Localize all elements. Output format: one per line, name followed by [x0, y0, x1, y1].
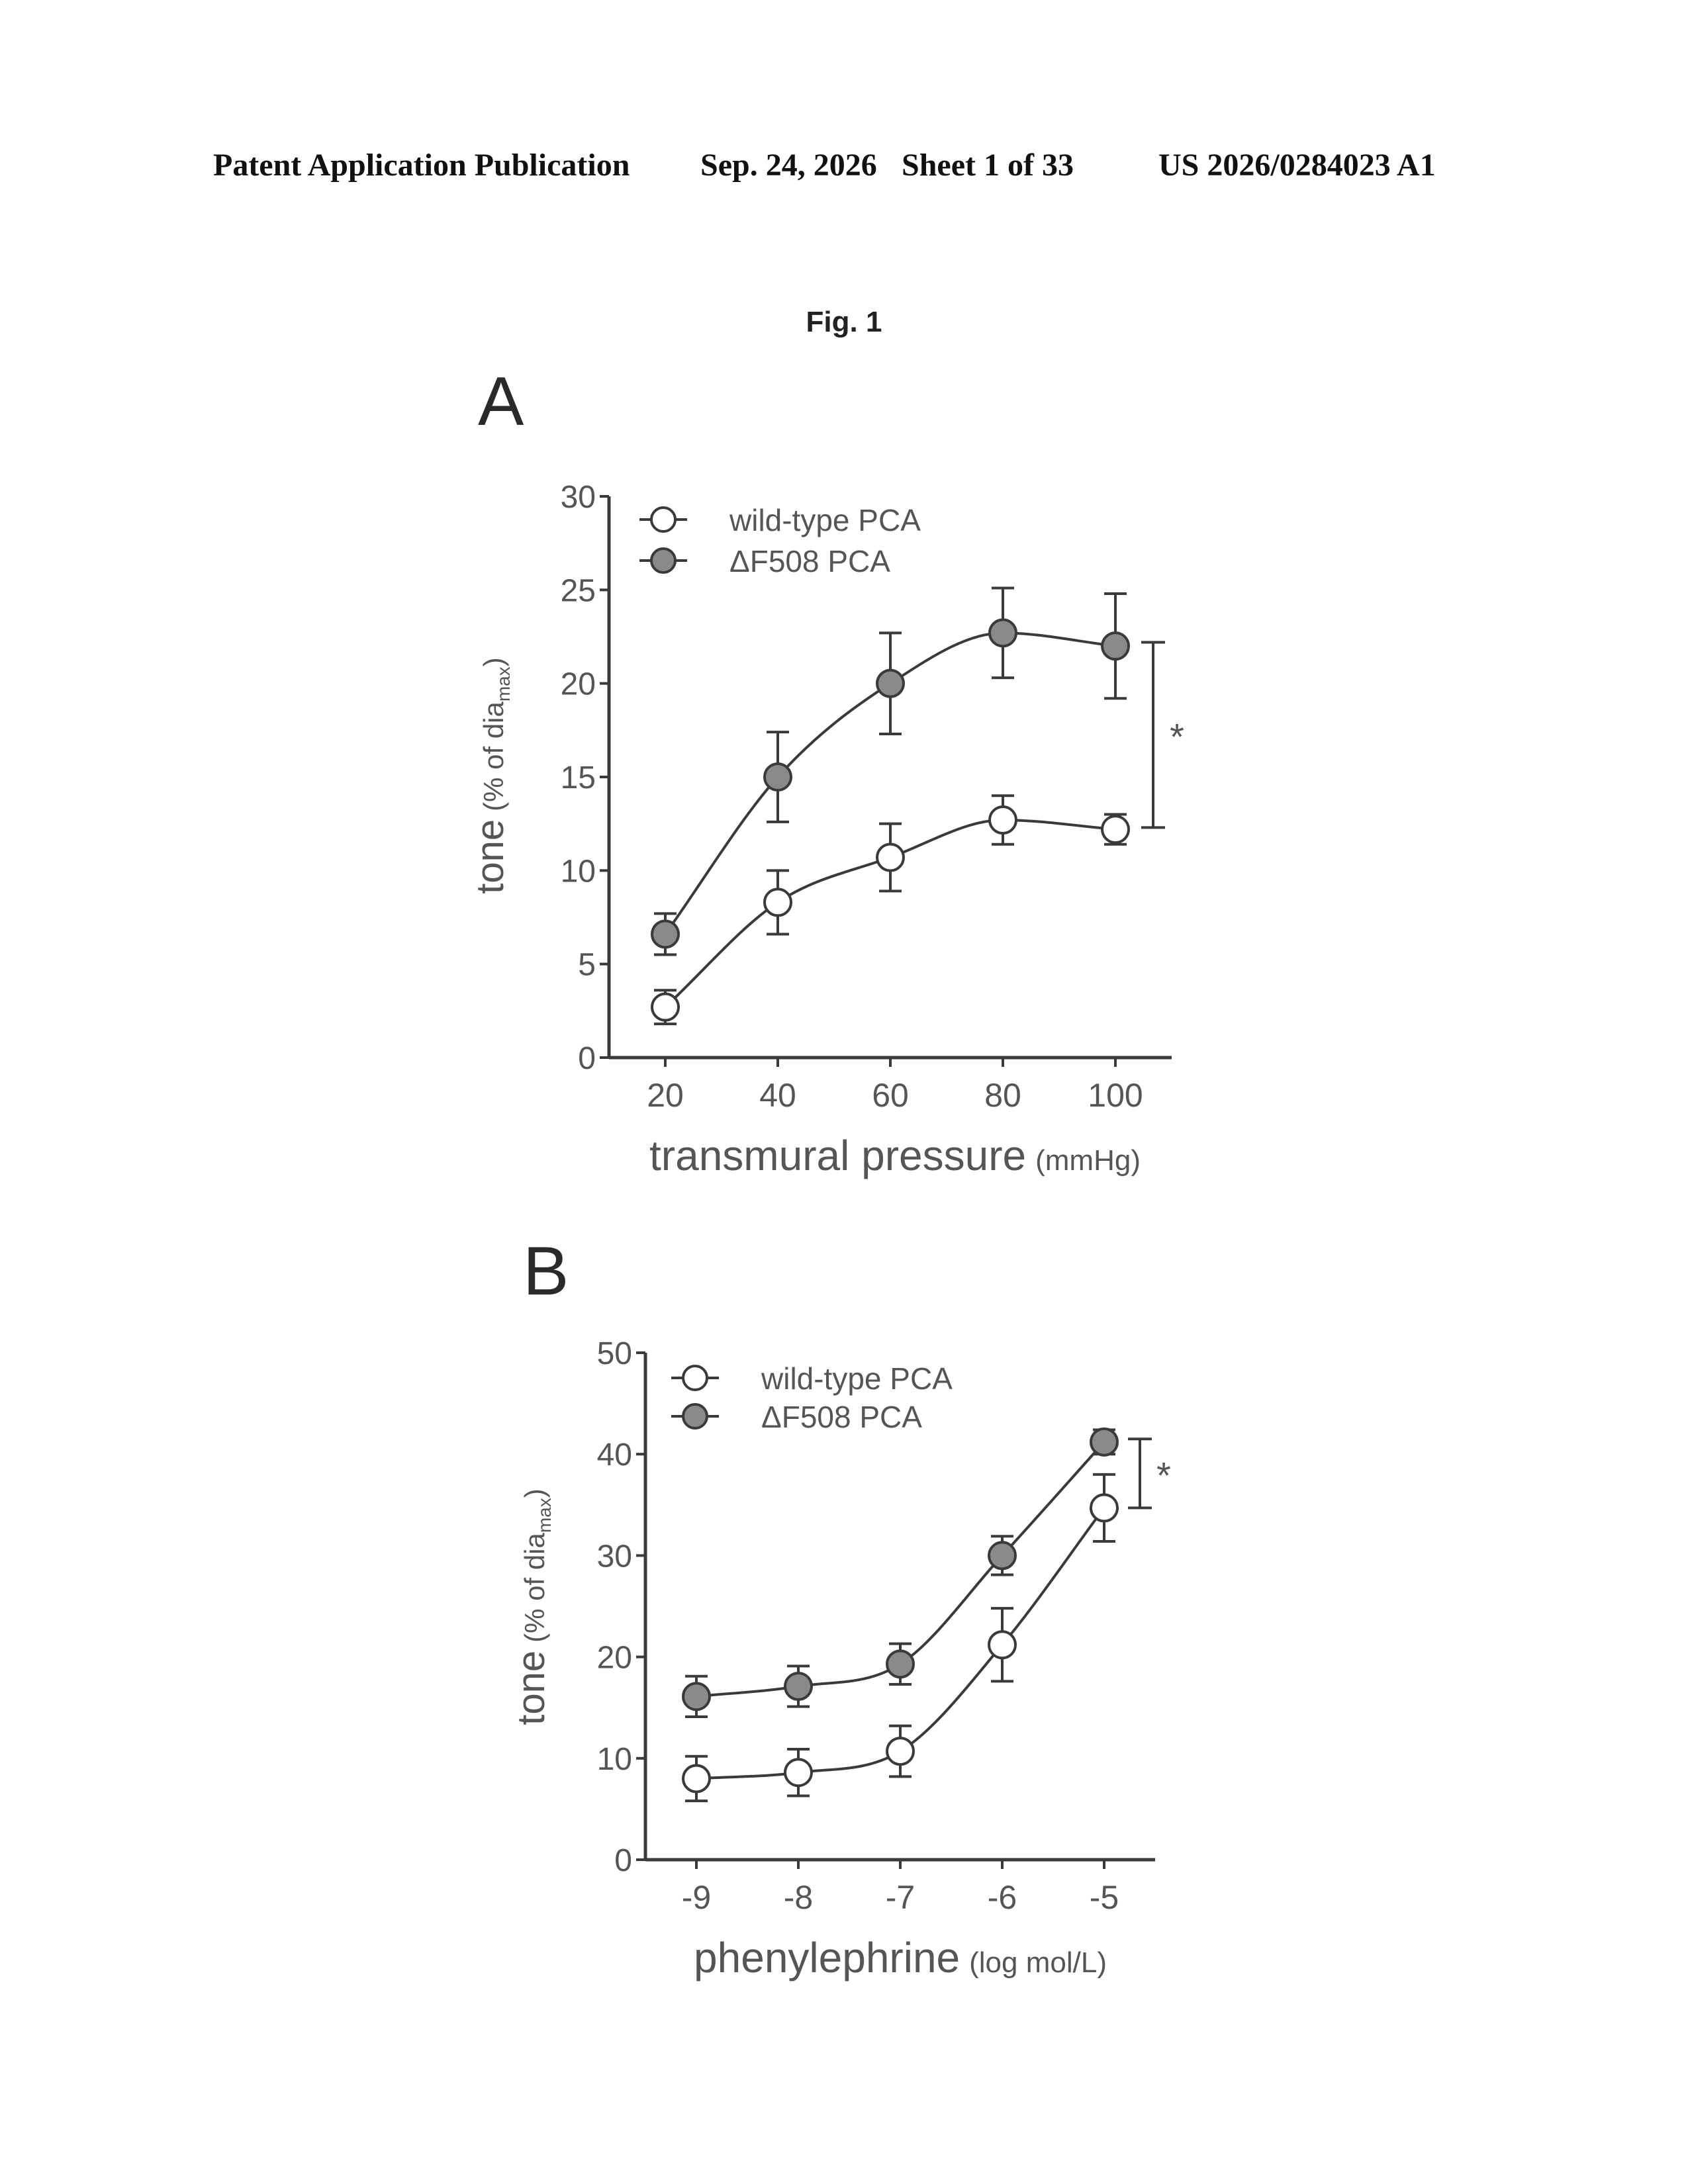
x-tick-label: -6	[988, 1879, 1017, 1916]
y-axis-label-close: )	[519, 1488, 550, 1498]
data-point	[652, 921, 679, 947]
header-patent-number: US 2026/0284023 A1	[1158, 147, 1436, 183]
x-tick-label: -5	[1090, 1879, 1119, 1916]
data-point	[683, 1683, 710, 1709]
y-tick-label: 20	[597, 1641, 632, 1676]
legend-marker	[683, 1366, 707, 1390]
data-point	[990, 619, 1016, 646]
y-axis-label-unit: (% of dia	[478, 701, 509, 811]
data-point	[765, 889, 791, 915]
x-tick-label: 80	[984, 1077, 1021, 1114]
header-sheet: Sheet 1 of 33	[902, 147, 1074, 183]
chart-a: 0 5 10 15 20 25 30 20 40 60 80 100 transmural pressu…	[0, 424, 1688, 1231]
legend-marker	[651, 508, 675, 531]
data-point	[990, 807, 1016, 833]
series-df508	[652, 588, 1129, 955]
x-axis-label-text: phenylephrine	[694, 1934, 960, 1981]
y-axis-label-subscript: max	[534, 1498, 555, 1533]
y-tick-label: 50	[597, 1336, 632, 1371]
y-axis-label-text: tone	[469, 819, 512, 894]
y-axis-label-unit: (% of dia	[519, 1532, 550, 1642]
data-point	[785, 1673, 812, 1700]
data-point	[1091, 1429, 1117, 1455]
data-point	[1102, 633, 1129, 659]
x-axis-label-unit: (log mol/L)	[969, 1946, 1107, 1979]
x-axis-label: transmural pressure (mmHg)	[649, 1132, 1141, 1179]
y-tick-label: 25	[561, 573, 596, 608]
x-axis-label-unit: (mmHg)	[1035, 1144, 1141, 1177]
y-tick-label: 30	[561, 480, 596, 515]
significance-asterisk: *	[1170, 715, 1184, 757]
x-axis-label-text: transmural pressure	[649, 1132, 1026, 1179]
chart-b: 0 10 20 30 40 50 -9 -8 -7 -6 -5 phenylephrine (log m…	[0, 1297, 1688, 1999]
legend-label: wild-type PCA	[729, 503, 921, 537]
header-date: Sep. 24, 2026	[700, 147, 877, 183]
x-tick-label: -8	[784, 1879, 813, 1916]
y-tick-label: 10	[561, 854, 596, 889]
x-axis-label: phenylephrine (log mol/L)	[694, 1934, 1107, 1981]
y-tick-label: 15	[561, 760, 596, 796]
series-df508	[683, 1429, 1117, 1717]
data-point	[877, 670, 904, 697]
y-tick-label: 0	[578, 1041, 596, 1076]
series-wild-type	[652, 796, 1129, 1024]
data-point	[683, 1765, 710, 1792]
legend-marker	[651, 549, 675, 572]
x-tick-label: 40	[759, 1077, 796, 1114]
data-point	[785, 1759, 812, 1786]
x-tick-label: -9	[682, 1879, 711, 1916]
legend-marker	[683, 1404, 707, 1428]
y-axis-label-close: )	[478, 657, 509, 666]
data-point	[887, 1651, 914, 1677]
y-axis-label: tone (% of diamax)	[469, 657, 514, 894]
y-tick-label: 40	[597, 1437, 632, 1473]
data-point	[989, 1542, 1015, 1569]
legend-label: ΔF508 PCA	[729, 544, 890, 578]
x-tick-label: 100	[1088, 1077, 1143, 1114]
y-tick-label: 10	[597, 1742, 632, 1777]
x-tick-label: 20	[647, 1077, 684, 1114]
data-point	[765, 764, 791, 790]
y-axis-label: tone (% of diamax)	[510, 1488, 555, 1725]
data-point	[1091, 1494, 1117, 1521]
series-wild-type	[683, 1475, 1117, 1801]
x-tick-label: -7	[886, 1879, 915, 1916]
significance-asterisk: *	[1156, 1454, 1171, 1496]
data-point	[989, 1631, 1015, 1658]
legend-label: wild-type PCA	[761, 1361, 953, 1396]
y-axis-label-subscript: max	[493, 666, 514, 702]
y-tick-label: 30	[597, 1539, 632, 1574]
data-point	[887, 1738, 914, 1764]
legend-label: ΔF508 PCA	[761, 1400, 922, 1434]
data-point	[1102, 816, 1129, 842]
y-tick-label: 20	[561, 667, 596, 702]
data-point	[652, 994, 679, 1021]
header-publication-label: Patent Application Publication	[213, 147, 630, 183]
y-tick-label: 5	[578, 948, 596, 983]
y-axis-label-text: tone	[510, 1651, 553, 1725]
y-tick-label: 0	[614, 1843, 632, 1878]
x-tick-label: 60	[872, 1077, 909, 1114]
figure-title: Fig. 1	[0, 306, 1688, 339]
data-point	[877, 844, 904, 871]
